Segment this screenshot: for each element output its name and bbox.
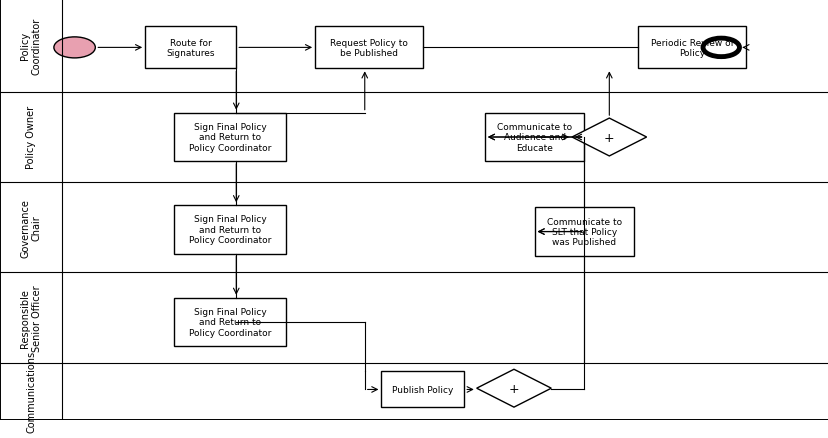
Text: Sign Final Policy
and Return to
Policy Coordinator: Sign Final Policy and Return to Policy C… xyxy=(189,123,271,152)
FancyBboxPatch shape xyxy=(0,0,828,420)
Text: Request Policy to
be Published: Request Policy to be Published xyxy=(330,39,407,58)
Circle shape xyxy=(702,39,739,57)
Text: +: + xyxy=(604,131,614,144)
FancyBboxPatch shape xyxy=(174,206,286,254)
Text: Sign Final Policy
and Return to
Policy Coordinator: Sign Final Policy and Return to Policy C… xyxy=(189,307,271,337)
Circle shape xyxy=(54,38,95,59)
Text: Responsible
Senior Officer: Responsible Senior Officer xyxy=(20,285,42,351)
Text: Communicate to
Audience and
Educate: Communicate to Audience and Educate xyxy=(497,123,571,152)
Text: Communicate to
SLT that Policy
was Published: Communicate to SLT that Policy was Publi… xyxy=(546,217,621,247)
FancyBboxPatch shape xyxy=(381,371,464,407)
Text: Policy
Coordinator: Policy Coordinator xyxy=(20,18,42,75)
Text: Governance
Chair: Governance Chair xyxy=(20,198,42,257)
Polygon shape xyxy=(571,119,646,156)
FancyBboxPatch shape xyxy=(315,27,422,69)
Text: Communications: Communications xyxy=(26,350,36,432)
Text: Sign Final Policy
and Return to
Policy Coordinator: Sign Final Policy and Return to Policy C… xyxy=(189,215,271,245)
Text: Policy Owner: Policy Owner xyxy=(26,106,36,169)
Polygon shape xyxy=(476,369,551,407)
FancyBboxPatch shape xyxy=(145,27,236,69)
Text: Periodic Review of
Policy: Periodic Review of Policy xyxy=(650,39,733,58)
Text: Route for
Signatures: Route for Signatures xyxy=(166,39,214,58)
FancyBboxPatch shape xyxy=(484,113,584,162)
FancyBboxPatch shape xyxy=(174,298,286,346)
FancyBboxPatch shape xyxy=(638,27,745,69)
Text: +: + xyxy=(508,382,518,395)
FancyBboxPatch shape xyxy=(534,208,633,256)
FancyBboxPatch shape xyxy=(174,113,286,162)
Text: Publish Policy: Publish Policy xyxy=(392,385,453,394)
